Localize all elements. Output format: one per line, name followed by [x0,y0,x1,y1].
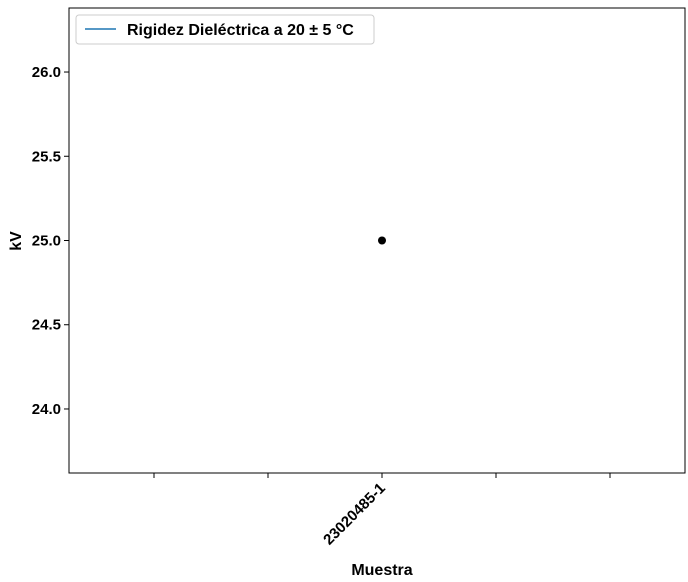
legend: Rigidez Dieléctrica a 20 ± 5 °C [75,14,375,45]
legend-label: Rigidez Dieléctrica a 20 ± 5 °C [127,22,354,39]
plot-frame [68,7,686,474]
legend-box [75,14,375,45]
x-tick-label: 23020485-1 [320,480,389,549]
y-tick-label: 25.5 [32,148,61,165]
y-tick-label: 24.0 [32,401,61,418]
y-tick-label: 25.0 [32,233,61,250]
y-axis-ticks: 24.0 24.5 25.0 25.5 26.0 [32,64,69,418]
data-points [378,236,386,245]
y-tick-label: 24.5 [32,317,61,334]
y-axis-title: kV [8,231,25,251]
x-axis-title: Muestra [351,562,412,579]
x-axis-ticks: 23020485-1 [153,473,611,549]
data-point [378,236,386,245]
y-tick-label: 26.0 [32,64,61,81]
